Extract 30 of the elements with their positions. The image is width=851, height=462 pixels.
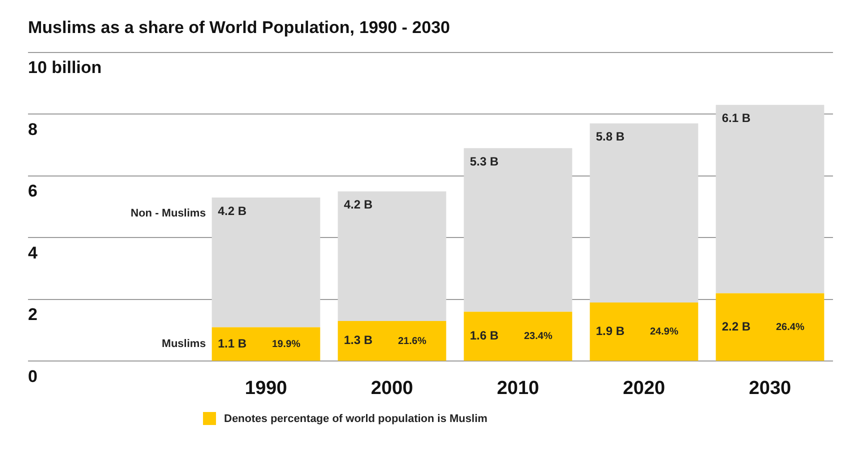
annotation: 26.4% xyxy=(776,322,804,333)
y-tick-label: 0 xyxy=(28,366,38,386)
data-label: 6.1 B xyxy=(722,111,751,126)
text: Denotes percentage of world population is Muslim xyxy=(224,412,488,424)
y-tick-label: 2 xyxy=(28,305,38,324)
x-tick-label: 2030 xyxy=(748,378,792,399)
data-label: 5.8 B xyxy=(596,130,625,144)
y-tick-label: 10 billion xyxy=(28,58,102,78)
data-label: 5.3 B xyxy=(470,154,499,168)
series-label: Muslims xyxy=(162,338,206,350)
series-label: Non - Muslims xyxy=(130,208,206,220)
x-tick-label: 2010 xyxy=(496,378,540,399)
y-tick-label: 8 xyxy=(28,120,38,139)
data-label: 4.2 B xyxy=(344,198,373,212)
x-tick-label: 1990 xyxy=(244,378,288,399)
annotation: 19.9% xyxy=(272,338,300,350)
data-label: 1.3 B xyxy=(344,333,373,348)
chart-title: Muslims as a share of World Population, 1990 - 2030 xyxy=(28,18,450,37)
data-label: 1.6 B xyxy=(470,328,499,343)
x-tick-label: 2000 xyxy=(370,378,414,399)
x-tick-label: 2020 xyxy=(622,378,666,399)
data-label: 2.2 B xyxy=(722,319,751,334)
annotation: 23.4% xyxy=(524,331,552,342)
y-tick-label: 4 xyxy=(28,243,38,262)
annotation: 21.6% xyxy=(398,336,426,347)
annotation: 24.9% xyxy=(650,326,678,338)
data-label: 1.9 B xyxy=(596,324,625,338)
y-tick-label: 6 xyxy=(28,182,38,201)
data-label: 1.1 B xyxy=(218,336,247,350)
data-label: 4.2 B xyxy=(218,204,247,218)
